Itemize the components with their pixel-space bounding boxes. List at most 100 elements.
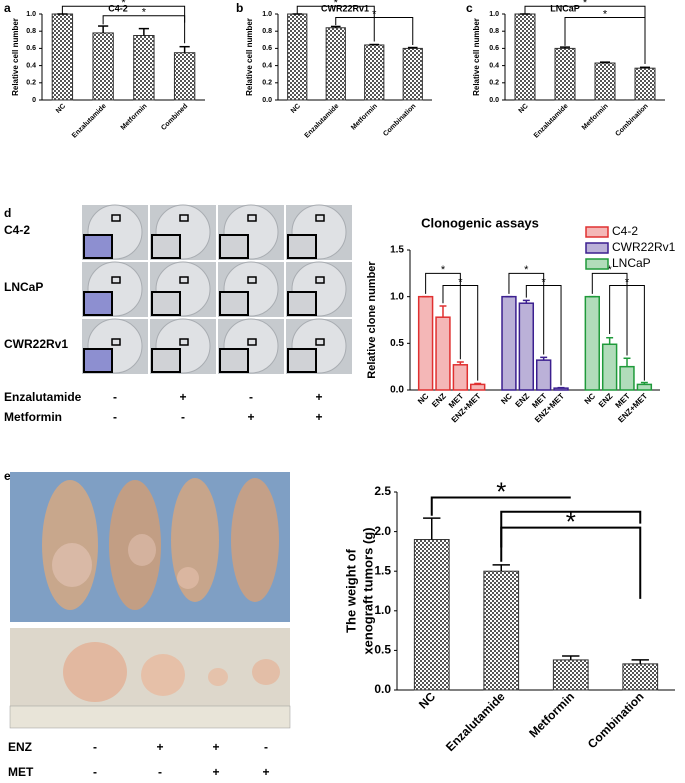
y-tick-label: 2.0: [374, 524, 391, 538]
bar: [601, 343, 618, 391]
inset-marker: [315, 276, 325, 284]
bar: [535, 359, 552, 391]
treatment-sign: +: [315, 410, 322, 424]
y-tick-label: 1.0: [390, 291, 404, 302]
inset: [83, 234, 113, 259]
inset: [151, 348, 181, 373]
treatment-sign: -: [158, 765, 162, 779]
bar: [452, 364, 469, 391]
inset-marker: [247, 338, 257, 346]
bar: [133, 35, 155, 101]
x-tick-label: Enzalutamide: [443, 689, 508, 754]
x-tick-label: NC: [518, 103, 530, 115]
treatment-sign: -: [113, 410, 117, 424]
inset-marker: [179, 338, 189, 346]
tumor: [63, 642, 127, 702]
treatment-label: Metformin: [4, 410, 62, 424]
inset-marker: [111, 276, 121, 284]
y-axis-label: Relative cell number: [245, 18, 254, 96]
y-tick-label: 0.4: [489, 62, 499, 69]
bar: [501, 295, 517, 391]
x-tick-label: Metformin: [350, 103, 379, 132]
treatment-sign: -: [264, 740, 268, 754]
bar: [619, 365, 635, 391]
legend-label: LNCaP: [612, 256, 651, 270]
y-tick-label: 0.0: [262, 97, 272, 104]
inset: [151, 291, 181, 316]
significance-bracket: [609, 284, 645, 381]
y-tick-label: 1.0: [489, 11, 499, 18]
inset-marker: [247, 276, 257, 284]
x-tick-label: Metformin: [120, 103, 149, 132]
significance-label: *: [142, 7, 147, 19]
significance-bracket: [296, 5, 375, 42]
mouse: [231, 478, 279, 602]
bar: [594, 62, 616, 101]
panel-label: e: [4, 469, 11, 483]
bar: [51, 13, 74, 101]
panel-label: a: [4, 1, 11, 15]
y-tick-label: 0.2: [489, 80, 499, 87]
inset: [287, 234, 317, 259]
y-tick-label: 0.5: [374, 643, 391, 657]
treatment-sign: -: [113, 390, 117, 404]
treatment-sign: -: [181, 410, 185, 424]
y-axis-label: xenograft tumors (g): [360, 527, 375, 654]
treatment-sign: +: [262, 765, 269, 779]
treatment-sign: -: [93, 740, 97, 754]
treatment-sign: +: [212, 765, 219, 779]
bar: [417, 295, 434, 391]
bar: [622, 663, 659, 691]
inset: [219, 348, 249, 373]
y-tick-label: 0.5: [390, 338, 404, 349]
y-tick-label: 0.2: [26, 80, 36, 87]
y-tick-label: 1.5: [390, 245, 404, 256]
significance-bracket: [335, 16, 414, 45]
panel-label: b: [236, 1, 243, 15]
x-tick-label: ENZ: [430, 391, 448, 409]
x-tick-label: Enzalutamide: [304, 103, 341, 140]
treatment-sign: +: [179, 390, 186, 404]
inset: [83, 348, 113, 373]
significance-bracket: [564, 16, 646, 64]
y-tick-label: 1.0: [26, 11, 36, 18]
y-tick-label: 0.0: [374, 682, 391, 696]
treatment-sign: +: [315, 390, 322, 404]
inset-marker: [315, 338, 325, 346]
x-tick-label: Combination: [585, 689, 647, 751]
inset-marker: [111, 214, 121, 222]
bar: [364, 44, 385, 101]
bar: [413, 539, 450, 691]
y-axis-label: The weight of: [343, 548, 358, 632]
treatment-label: MET: [8, 765, 34, 779]
significance-bracket: [425, 272, 461, 360]
significance-label: *: [524, 264, 529, 276]
x-tick-label: ENZ: [514, 391, 532, 409]
y-axis-label: Relative cell number: [11, 18, 20, 96]
chart-title: Clonogenic assays: [421, 215, 539, 230]
significance-label: *: [441, 264, 446, 276]
significance-label: *: [542, 276, 547, 288]
y-tick-label: 0.2: [262, 80, 272, 87]
y-tick-label: 1.0: [262, 11, 272, 18]
significance-label: *: [583, 0, 588, 9]
x-tick-label: NC: [416, 689, 438, 711]
inset-marker: [179, 214, 189, 222]
y-tick-label: 0: [32, 97, 36, 104]
significance-bracket: [591, 272, 628, 356]
x-tick-label: ENZ: [597, 391, 615, 409]
y-tick-label: 0.4: [26, 62, 36, 69]
chart-title: C4-2: [108, 3, 128, 13]
tumor: [252, 659, 280, 685]
legend-swatch: [585, 226, 609, 238]
bar: [554, 47, 576, 101]
treatment-sign: -: [93, 765, 97, 779]
significance-bracket: [442, 284, 479, 381]
y-tick-label: 0.6: [262, 45, 272, 52]
significance-bracket: [61, 5, 186, 23]
inset: [219, 291, 249, 316]
treatment-label: ENZ: [8, 740, 32, 754]
bar: [634, 67, 656, 101]
